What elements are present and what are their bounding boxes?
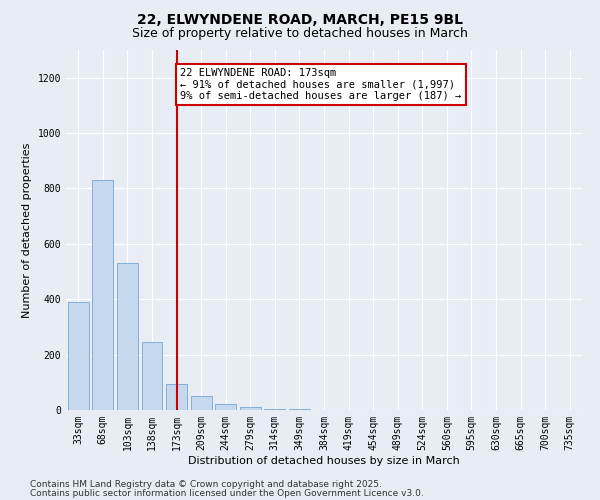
Bar	[68, 302, 89, 410]
Bar	[265, 408, 286, 410]
Bar	[117, 263, 138, 410]
Text: 22, ELWYNDENE ROAD, MARCH, PE15 9BL: 22, ELWYNDENE ROAD, MARCH, PE15 9BL	[137, 12, 463, 26]
Y-axis label: Number of detached properties: Number of detached properties	[22, 142, 32, 318]
Text: Contains HM Land Registry data © Crown copyright and database right 2025.: Contains HM Land Registry data © Crown c…	[30, 480, 382, 489]
X-axis label: Distribution of detached houses by size in March: Distribution of detached houses by size …	[188, 456, 460, 466]
Bar	[240, 407, 261, 410]
Bar	[166, 384, 187, 410]
Text: 22 ELWYNDENE ROAD: 173sqm
← 91% of detached houses are smaller (1,997)
9% of sem: 22 ELWYNDENE ROAD: 173sqm ← 91% of detac…	[180, 68, 461, 101]
Bar	[215, 404, 236, 410]
Bar	[142, 342, 163, 410]
Text: Size of property relative to detached houses in March: Size of property relative to detached ho…	[132, 28, 468, 40]
Bar	[191, 396, 212, 410]
Bar	[92, 180, 113, 410]
Text: Contains public sector information licensed under the Open Government Licence v3: Contains public sector information licen…	[30, 488, 424, 498]
